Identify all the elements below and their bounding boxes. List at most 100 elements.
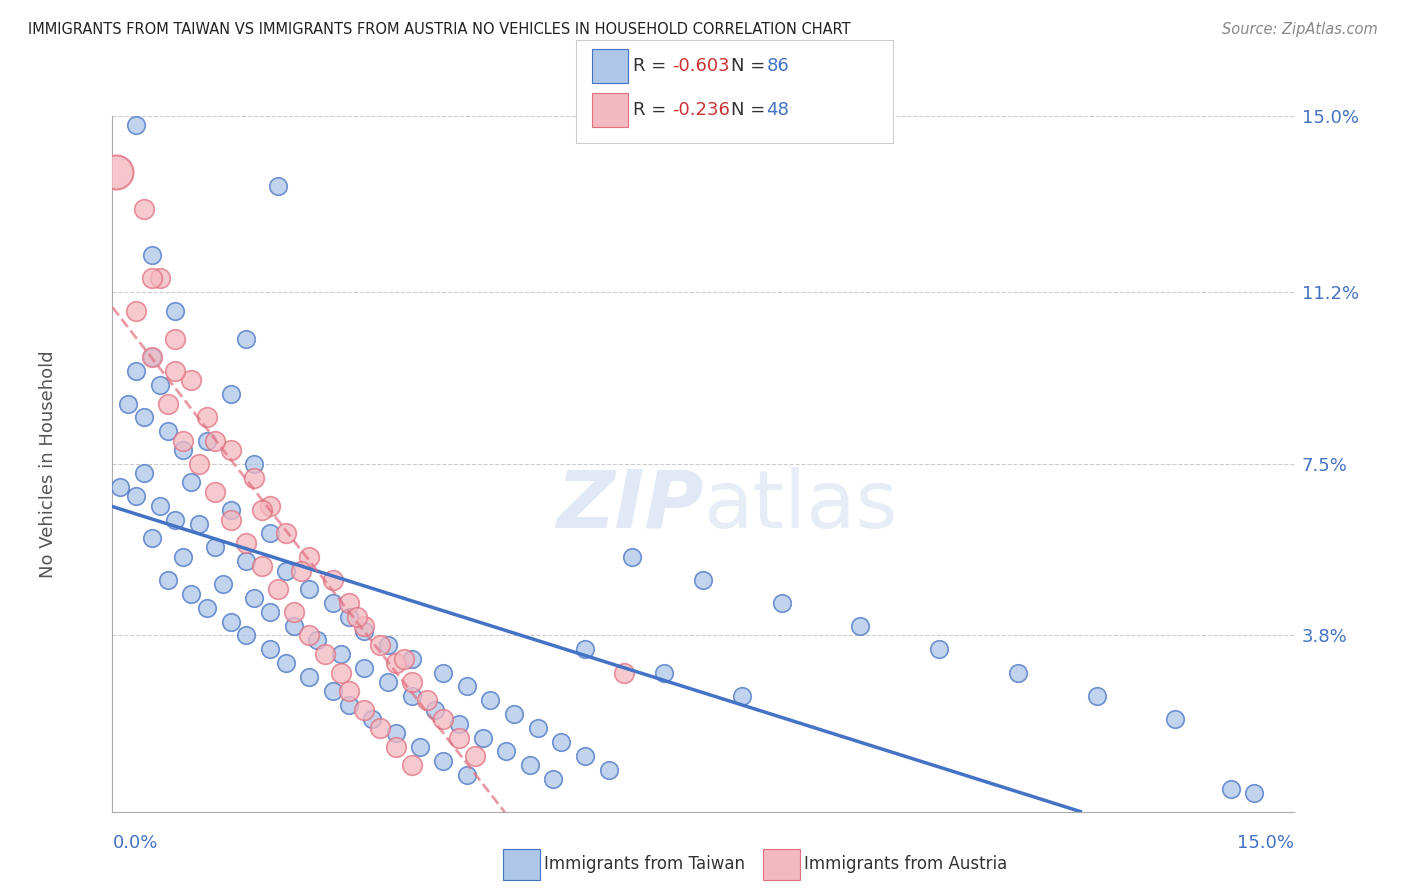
Point bbox=[219, 615, 242, 629]
Point bbox=[125, 364, 148, 378]
Point bbox=[141, 350, 163, 364]
Point bbox=[132, 202, 155, 216]
Point bbox=[259, 642, 281, 657]
Point bbox=[1007, 665, 1029, 680]
Point bbox=[298, 582, 321, 596]
Point bbox=[432, 712, 454, 726]
Point bbox=[322, 573, 344, 587]
Point bbox=[385, 739, 408, 754]
Point bbox=[337, 596, 360, 610]
Point bbox=[408, 739, 430, 754]
Text: R =: R = bbox=[633, 102, 672, 120]
Point bbox=[519, 758, 541, 772]
Point bbox=[172, 434, 194, 448]
Point bbox=[204, 434, 226, 448]
Point bbox=[503, 707, 526, 722]
Point bbox=[259, 526, 281, 541]
Point bbox=[298, 549, 321, 564]
Point bbox=[353, 624, 375, 638]
Point bbox=[235, 332, 257, 346]
Point bbox=[598, 763, 620, 777]
Point bbox=[235, 535, 257, 549]
Text: Immigrants from Taiwan: Immigrants from Taiwan bbox=[544, 855, 745, 873]
Point bbox=[298, 670, 321, 684]
Point bbox=[180, 475, 202, 490]
Point bbox=[243, 471, 266, 485]
Point bbox=[353, 619, 375, 633]
Text: N =: N = bbox=[731, 57, 770, 75]
Point bbox=[283, 619, 305, 633]
Point bbox=[574, 749, 596, 764]
Text: IMMIGRANTS FROM TAIWAN VS IMMIGRANTS FROM AUSTRIA NO VEHICLES IN HOUSEHOLD CORRE: IMMIGRANTS FROM TAIWAN VS IMMIGRANTS FRO… bbox=[28, 22, 851, 37]
Point bbox=[141, 350, 163, 364]
Point bbox=[267, 178, 290, 193]
Point bbox=[392, 651, 415, 665]
Point bbox=[141, 531, 163, 545]
Point bbox=[432, 754, 454, 768]
Point bbox=[274, 564, 297, 578]
Point bbox=[368, 638, 391, 652]
Point bbox=[425, 703, 447, 717]
Point bbox=[125, 303, 148, 318]
Point bbox=[416, 693, 439, 707]
Text: 15.0%: 15.0% bbox=[1236, 834, 1294, 852]
Point bbox=[692, 573, 714, 587]
Point bbox=[401, 674, 423, 689]
Text: R =: R = bbox=[633, 57, 672, 75]
Point bbox=[401, 651, 423, 665]
Text: 0.0%: 0.0% bbox=[112, 834, 157, 852]
Point bbox=[165, 332, 187, 346]
Point bbox=[250, 503, 273, 517]
Point bbox=[353, 703, 375, 717]
Point bbox=[125, 489, 148, 503]
Point bbox=[928, 642, 950, 657]
Point bbox=[471, 731, 494, 745]
Point bbox=[219, 442, 242, 457]
Point bbox=[1243, 786, 1265, 800]
Text: 86: 86 bbox=[766, 57, 789, 75]
Point bbox=[117, 396, 139, 410]
Point bbox=[385, 657, 408, 671]
Point bbox=[377, 638, 399, 652]
Point bbox=[235, 554, 257, 568]
Point bbox=[180, 373, 202, 387]
Point bbox=[149, 271, 172, 285]
Point bbox=[849, 619, 872, 633]
Point bbox=[346, 610, 368, 624]
Point bbox=[243, 591, 266, 606]
Point bbox=[298, 628, 321, 642]
Point bbox=[219, 512, 242, 526]
Point bbox=[267, 582, 290, 596]
Point bbox=[132, 466, 155, 480]
Point bbox=[235, 628, 257, 642]
Point bbox=[195, 600, 218, 615]
Point bbox=[770, 596, 793, 610]
Text: 48: 48 bbox=[766, 102, 789, 120]
Point bbox=[259, 605, 281, 619]
Point bbox=[204, 484, 226, 499]
Point bbox=[290, 564, 312, 578]
Point bbox=[165, 512, 187, 526]
Text: Immigrants from Austria: Immigrants from Austria bbox=[804, 855, 1008, 873]
Point bbox=[464, 749, 486, 764]
Point bbox=[456, 767, 478, 781]
Text: No Vehicles in Household: No Vehicles in Household bbox=[38, 350, 56, 578]
Point bbox=[447, 716, 470, 731]
Point bbox=[307, 633, 329, 648]
Point bbox=[105, 164, 128, 178]
Point bbox=[188, 457, 211, 471]
Point bbox=[322, 684, 344, 698]
Point bbox=[243, 457, 266, 471]
Point bbox=[337, 610, 360, 624]
Text: -0.236: -0.236 bbox=[672, 102, 730, 120]
Point bbox=[652, 665, 675, 680]
Point bbox=[156, 396, 179, 410]
Point bbox=[368, 721, 391, 735]
Point bbox=[574, 642, 596, 657]
Point bbox=[401, 689, 423, 703]
Point bbox=[149, 378, 172, 392]
Point bbox=[621, 549, 644, 564]
Point bbox=[432, 665, 454, 680]
Point bbox=[337, 684, 360, 698]
Point bbox=[188, 517, 211, 532]
